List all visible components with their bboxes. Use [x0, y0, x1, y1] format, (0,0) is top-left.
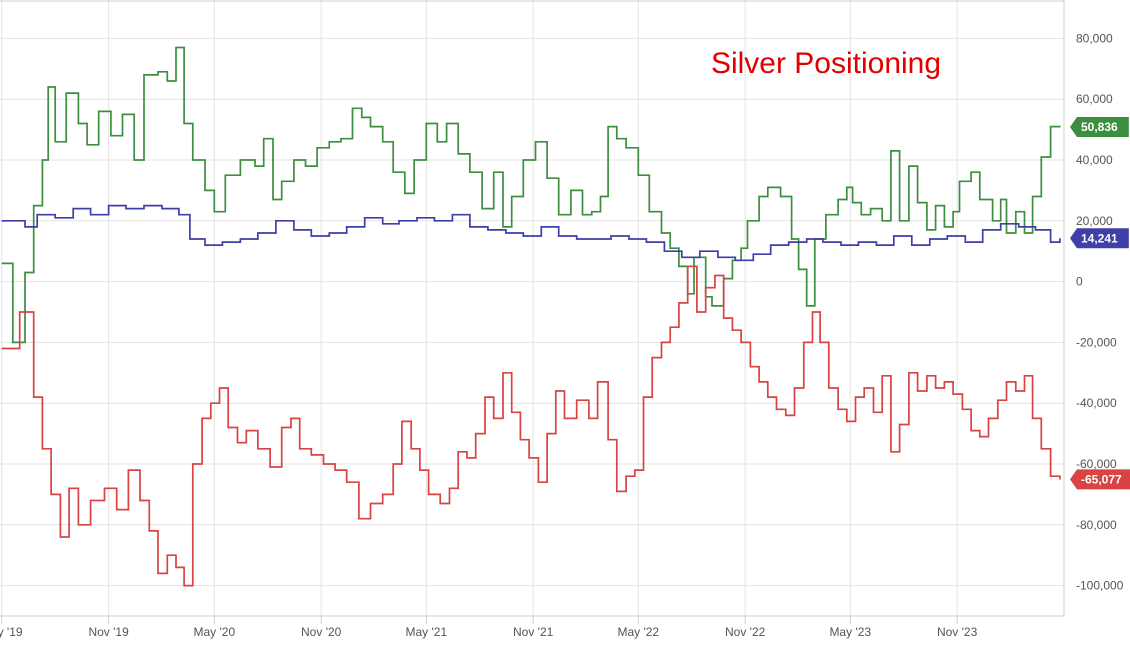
series-line-3 [1, 265, 1061, 587]
y-axis: 80,000 60,000 40,000 20,000 0 -20,000 -40,000 -… [1063, 0, 1124, 616]
x-tick-label: May '23 [829, 625, 871, 639]
chart-title: Silver Positioning [711, 47, 941, 80]
y-tick-label: 0 [1076, 275, 1083, 289]
x-tick-label: Nov '22 [725, 625, 766, 639]
x-tick-label: May '20 [193, 625, 235, 639]
y-tick-label: -100,000 [1076, 579, 1124, 593]
x-tick-label: May '22 [617, 625, 659, 639]
x-tick-label: Nov '20 [301, 625, 342, 639]
y-tick-label: -80,000 [1076, 518, 1117, 532]
x-tick-label: Nov '23 [937, 625, 978, 639]
x-tick-label: May '21 [405, 625, 447, 639]
last-value-label: 14,241 [1081, 231, 1118, 245]
last-value-badge-2: 14,241 [1070, 228, 1129, 249]
badge-background [1070, 117, 1129, 138]
badge-background [1070, 228, 1129, 249]
x-tick-label: May '19 [0, 625, 23, 639]
y-tick-label: -40,000 [1076, 396, 1117, 410]
last-value-label: -65,077 [1081, 472, 1122, 486]
series-line-2 [1, 204, 1061, 262]
y-tick-label: 80,000 [1076, 31, 1113, 45]
y-tick-label: -60,000 [1076, 457, 1117, 471]
y-tick-label: 60,000 [1076, 92, 1113, 106]
x-axis: May '19 Nov '19 May '20 Nov '20 May '21 Nov '… [0, 615, 1064, 639]
y-tick-label: 20,000 [1076, 214, 1113, 228]
x-tick-label: Nov '19 [88, 625, 129, 639]
x-tick-label: Nov '21 [513, 625, 554, 639]
y-tick-label: 40,000 [1076, 153, 1113, 167]
last-value-badge-3: -65,077 [1070, 469, 1130, 490]
y-tick-label: -20,000 [1076, 335, 1117, 349]
series-line-1 [1, 46, 1061, 344]
last-value-badges: 50,836 14,241 -65,077 [1070, 117, 1130, 490]
last-value-badge-1: 50,836 [1070, 117, 1129, 138]
grid-layer [0, 0, 1064, 616]
badge-background [1070, 469, 1130, 490]
last-value-label: 50,836 [1081, 120, 1118, 134]
plot-area [1, 46, 1061, 587]
